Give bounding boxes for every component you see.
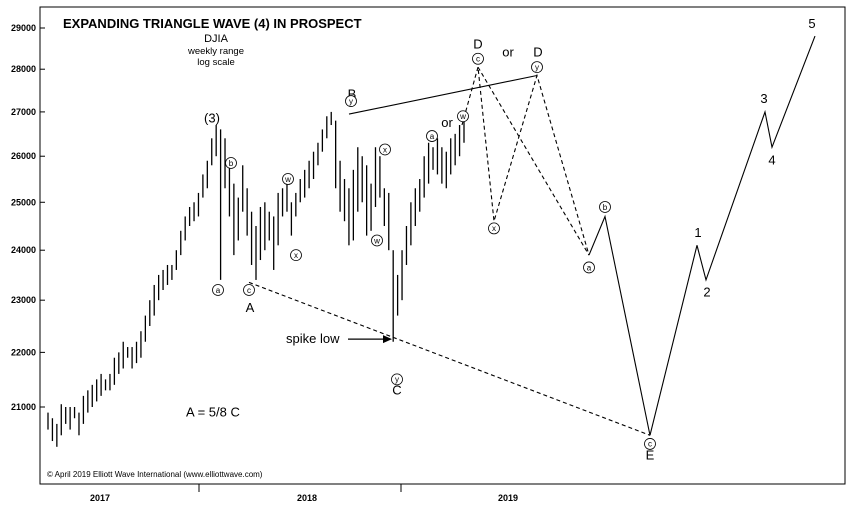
ratio-annotation: A = 5/8 C [186, 405, 240, 420]
wave-label-circle [371, 234, 383, 247]
wave-label: E [646, 448, 655, 463]
wave-label: 5 [808, 16, 815, 31]
wave-label-circled: x [492, 224, 496, 233]
wave-label: B [348, 87, 357, 102]
chart-title: EXPANDING TRIANGLE WAVE (4) IN PROSPECT [63, 16, 362, 31]
y-tick-label: 28000 [11, 64, 36, 74]
wave-label-circled: y [349, 97, 353, 106]
wave-label: D [473, 36, 482, 51]
wave-label-circled: w [284, 175, 291, 184]
wave-label: 1 [694, 225, 701, 240]
wave-label-circle [531, 61, 543, 74]
alternate-path-1 [461, 66, 590, 256]
wave-label-circled: a [430, 132, 435, 141]
wave-label-circled: y [395, 375, 399, 384]
wave-label-circled: a [216, 286, 221, 295]
wave-label-circle [282, 173, 294, 185]
wave-label-circle [599, 201, 611, 213]
wave-label-circled: b [603, 203, 608, 212]
x-tick-label: 2019 [498, 493, 518, 503]
x-axis: 2017 2018 2019 [90, 484, 518, 503]
y-tick-label: 25000 [11, 197, 36, 207]
projection-lines [248, 35, 816, 436]
wave-label-circled: c [476, 55, 480, 64]
price-bars [47, 111, 465, 447]
plot-frame [39, 6, 846, 485]
y-tick-label: 29000 [11, 23, 36, 33]
subtitle-range: weekly range [187, 46, 244, 57]
projected-path [588, 35, 816, 436]
y-tick-label: 26000 [11, 151, 36, 161]
wave-label-circled: y [535, 63, 539, 72]
y-tick-label: 21000 [11, 402, 36, 412]
wave-label-circle [345, 95, 357, 107]
wave-label: C [392, 382, 401, 397]
wave-label: 2 [703, 285, 710, 300]
wave-label: 4 [768, 153, 775, 168]
wave-label-circled: w [373, 236, 380, 245]
wave-label-circle [212, 284, 224, 296]
wave-label-circled: w [459, 112, 466, 121]
upper-trendline-b-d [348, 74, 538, 115]
wave-label-circled: x [383, 145, 387, 154]
x-tick-label: 2017 [90, 493, 110, 503]
wave-label-circled: c [648, 440, 652, 449]
alternate-path-2 [477, 66, 590, 256]
wave-label-circle [391, 373, 403, 386]
wave-label: or [502, 45, 514, 60]
wave-label: (3) [204, 110, 220, 125]
subtitle-scale: log scale [197, 57, 235, 68]
y-tick-label: 22000 [11, 347, 36, 357]
wave-label-circled: a [587, 263, 592, 272]
wave-label-circle [426, 130, 438, 142]
wave-label-circle [290, 249, 302, 262]
wave-label: 3 [760, 91, 767, 106]
wave-label: D [533, 45, 542, 60]
wave-label-circled: c [247, 286, 251, 295]
spike-low-annotation: spike low [286, 331, 340, 346]
wave-label-circle [243, 284, 255, 296]
subtitle-index: DJIA [204, 33, 229, 45]
wave-label: A [246, 300, 255, 315]
copyright: © April 2019 Elliott Wave International … [47, 470, 263, 479]
y-axis: 21000 22000 23000 24000 25000 26000 27000 28000… [11, 23, 45, 412]
y-tick-label: 24000 [11, 245, 36, 255]
wave-label: or [441, 115, 453, 130]
wave-label-circle [225, 157, 237, 169]
y-tick-label: 27000 [11, 107, 36, 117]
wave-label-circle [457, 110, 469, 123]
lower-trendline-a-e [248, 281, 651, 436]
y-tick-label: 23000 [11, 295, 36, 305]
wave-label-circle [583, 261, 595, 274]
x-tick-label: 2018 [297, 493, 317, 503]
wave-label-circle [472, 52, 484, 65]
wave-label-circle [488, 222, 500, 235]
spike-low-arrowhead [383, 335, 392, 344]
wave-label-circled: b [229, 159, 234, 168]
wave-label-circle [644, 438, 656, 450]
wave-label-circle [379, 143, 391, 156]
wave-label-circled: x [294, 251, 298, 260]
